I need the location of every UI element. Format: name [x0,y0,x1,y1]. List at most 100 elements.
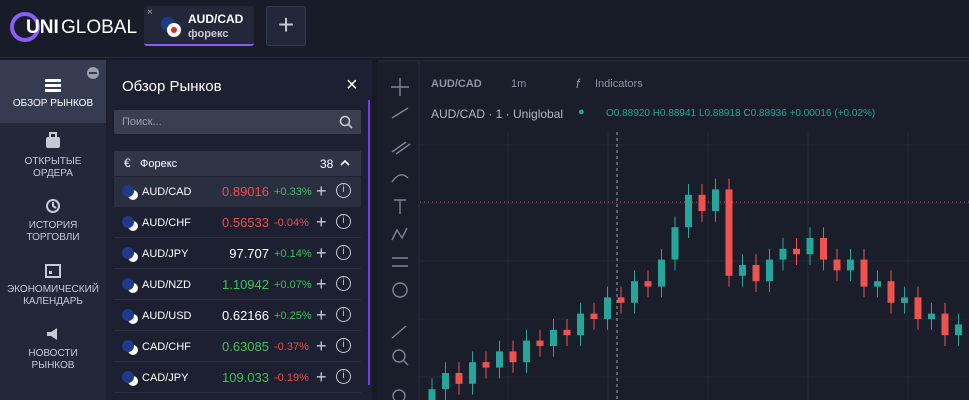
candle-body [793,248,800,255]
toolbar-symbol[interactable]: AUD/CAD [431,78,482,90]
change: -0.04% [274,217,309,229]
candle-body [874,281,881,287]
candle-body [496,351,503,368]
info-button[interactable]: i [336,338,351,353]
ohlc-value: 0.88918 [704,108,741,119]
nav-item[interactable]: НОВОСТИ РЫНКОВ [28,348,78,371]
instrument-row[interactable]: AUD/NZD 1.10942 +0.07% + i [114,270,361,300]
candle-body [901,297,908,303]
ohlc-label: L [698,108,705,119]
nav-icon [45,264,61,278]
flag-icon [122,371,134,383]
instrument-row[interactable]: AUD/CHF 0.56533 -0.04% + i [114,208,361,238]
candle-body [428,389,436,400]
add-button[interactable]: + [316,336,327,356]
currency-icon: € [124,156,131,170]
logo-light: GLOBAL [61,17,138,38]
ohlc-label: O [606,108,614,119]
symbol: AUD/USD [142,310,192,322]
flag-icon [122,340,134,352]
candle-body [482,362,490,368]
instrument-tab[interactable]: × AUD/CAD форекс [144,6,254,46]
candle-body [833,259,841,271]
change: +0.25% [274,310,312,322]
candle-body [563,329,571,336]
add-button[interactable]: + [316,367,327,387]
flag-icon [122,247,134,259]
ohlc-value: 0.88941 [659,108,697,119]
flag-icon [122,278,134,290]
info-button[interactable]: i [336,276,351,291]
candle-body [442,373,449,390]
change: +0.14% [274,248,312,260]
price: 0.89016 [222,184,269,199]
nav-icon [45,79,61,92]
add-button[interactable]: + [316,243,327,263]
candle-body [914,297,922,319]
flag-icon [122,309,134,321]
instrument-row[interactable]: AUD/JPY 97.707 +0.14% + i [114,239,361,269]
candle-body [590,313,598,319]
nav-item[interactable]: ИСТОРИЯ ТОРГОВЛИ [26,220,80,243]
search-icon [339,115,353,129]
symbol: AUD/JPY [142,248,189,260]
ohlc-label: C [743,108,751,119]
nav-item[interactable]: ЭКОНОМИЧЕСКИЙ КАЛЕНДАРЬ [7,284,99,307]
ohlc-label: H [652,108,660,119]
candle-body [887,281,895,303]
change: +0.07% [274,279,312,291]
toolbar-interval[interactable]: 1m [511,78,527,90]
candle-body [698,194,706,211]
candle-body [766,259,773,282]
candle-body [658,259,665,287]
candle-body [712,189,719,211]
symbol: CAD/CHF [142,341,191,353]
add-button[interactable]: + [316,212,327,232]
toolbar-indicators[interactable]: Indicators [595,78,643,90]
candle-body [550,329,557,346]
ohlc-value: 0.88936 [750,108,787,119]
symbol: AUD/CAD [142,186,192,198]
add-tab-button[interactable]: + [266,6,306,46]
drawing-tools[interactable] [391,78,411,400]
instrument-row[interactable]: AUD/USD 0.62166 +0.25% + i [114,301,361,331]
nav-icon [46,132,60,148]
search-box[interactable]: Поиск... [114,110,361,134]
candle-body [644,281,652,287]
instrument-row[interactable]: CAD/JPY 109.033 -0.19% + i [114,363,361,393]
grid [420,132,969,400]
group-header[interactable]: € Форекс 38 [114,151,361,176]
logo-bold: UNI [26,17,59,38]
candle-body [752,265,760,282]
add-button[interactable]: + [316,181,327,201]
price: 97.707 [229,246,269,261]
candle-body [604,297,611,319]
flag-icon [122,216,134,228]
change: +0.33% [274,186,312,198]
price: 0.56533 [222,215,269,230]
candle-body [536,340,544,346]
add-button[interactable]: + [316,274,327,294]
info-button[interactable]: i [336,183,351,198]
tab-symbol: AUD/CAD [188,12,244,26]
tab-close[interactable]: × [147,7,153,18]
collapse-icon[interactable] [86,66,100,80]
nav-item[interactable]: ОТКРЫТЫЕ ОРДЕРА [24,156,82,179]
instrument-row[interactable]: CAD/CHF 0.63085 -0.37% + i [114,332,361,362]
change: -0.37% [274,341,309,353]
price: 109.033 [222,370,269,385]
nav-item[interactable]: ОБЗОР РЫНКОВ [12,98,94,109]
info-button[interactable]: i [336,245,351,260]
instrument-row[interactable]: AUD/CAD 0.89016 +0.33% + i [114,177,361,207]
panel-close[interactable]: × [346,74,358,96]
info-button[interactable]: i [336,369,351,384]
top-bar: UNI GLOBAL × AUD/CAD форекс + [0,0,969,58]
add-button[interactable]: + [316,305,327,325]
price: 1.10942 [222,277,269,292]
scrollbar [368,100,370,385]
info-button[interactable]: i [336,214,351,229]
candle-body [455,373,463,384]
chevron [340,159,350,166]
info-button[interactable]: i [336,307,351,322]
group-name: Форекс [140,158,178,170]
